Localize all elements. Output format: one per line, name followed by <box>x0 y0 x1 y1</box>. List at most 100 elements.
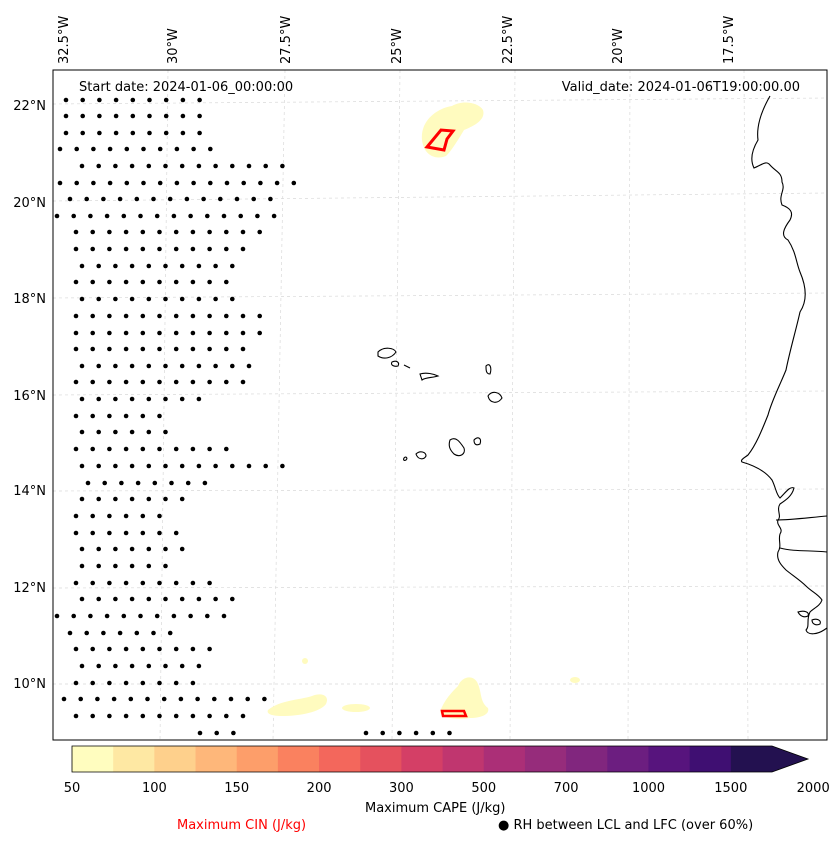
gambia-inlet <box>775 515 828 521</box>
rh-dot <box>201 196 206 202</box>
rh-dot <box>173 346 179 352</box>
rh-dot <box>140 446 146 452</box>
rh-dot <box>190 279 196 285</box>
rh-dot <box>363 730 369 736</box>
rh-dot <box>224 346 229 352</box>
rh-dot <box>73 313 79 319</box>
rh-dot <box>123 246 129 252</box>
rh-dot <box>123 580 129 586</box>
rh-dot <box>129 263 135 269</box>
rh-dot <box>188 613 193 619</box>
africa-coastline <box>740 95 828 635</box>
rh-dot <box>173 313 179 319</box>
rh-dot <box>96 496 101 502</box>
rh-dot <box>207 330 212 336</box>
rh-dot <box>196 163 202 169</box>
rh-dot <box>129 663 135 669</box>
rh-dot <box>73 646 79 652</box>
rh-dot <box>218 196 223 202</box>
rh-dot <box>380 730 386 736</box>
rh-dot <box>262 696 267 702</box>
rh-dot <box>121 613 127 619</box>
rh-dot <box>113 396 118 402</box>
rh-dot <box>123 313 129 319</box>
gridlines <box>52 69 828 741</box>
rh-dot <box>179 463 185 469</box>
colorbar-segment <box>648 746 691 772</box>
rh-dot <box>90 580 95 586</box>
rh-dot <box>167 630 173 636</box>
rh-dot <box>171 613 177 619</box>
rh-dot <box>197 113 202 119</box>
rh-dot <box>224 279 229 285</box>
rh-dot <box>85 480 91 486</box>
rh-dot <box>207 713 212 719</box>
colorbar-segment <box>236 746 279 772</box>
rh-dot <box>169 480 174 486</box>
rh-dot <box>146 563 152 569</box>
rh-dot <box>138 213 143 219</box>
rh-dot <box>73 229 79 235</box>
rh-dot <box>107 313 112 319</box>
rh-dot <box>212 696 217 702</box>
longitude-label: 32.5°W <box>57 16 72 64</box>
rh-dot <box>157 580 162 586</box>
rh-dot <box>141 146 146 152</box>
rh-dot <box>224 229 229 235</box>
rh-dot <box>123 379 129 385</box>
rh-dot <box>188 213 193 219</box>
rh-dot <box>224 713 229 719</box>
rh-dot <box>246 163 252 169</box>
rh-dot <box>230 363 235 369</box>
rh-dot <box>84 630 89 636</box>
rh-dot <box>179 163 185 169</box>
rh-dot <box>191 180 196 186</box>
rh-dot <box>154 613 160 619</box>
rh-dot <box>185 480 191 486</box>
rh-dot <box>79 563 85 569</box>
rh-dot <box>140 646 146 652</box>
rh-dot <box>157 413 162 419</box>
island-santo-antao <box>377 347 397 359</box>
rh-dot <box>107 413 112 419</box>
rh-dot <box>140 330 146 336</box>
rh-dot <box>141 180 146 186</box>
rh-dot <box>224 246 229 252</box>
rh-dot <box>173 530 179 536</box>
rh-dot <box>107 680 112 686</box>
rh-dot <box>113 263 118 269</box>
rh-dot <box>230 163 235 169</box>
rh-dot <box>63 130 69 136</box>
cape-patch-southwest <box>267 694 328 716</box>
rh-dot <box>157 646 162 652</box>
rh-dot <box>163 263 168 269</box>
rh-dot <box>90 246 95 252</box>
rh-dot <box>221 613 227 619</box>
rh-dot <box>113 463 118 469</box>
rh-dot <box>280 463 285 469</box>
rh-dot <box>102 480 107 486</box>
rh-dot <box>95 696 100 702</box>
rh-dot <box>173 680 179 686</box>
rh-dot <box>123 229 129 235</box>
rh-dot <box>129 496 135 502</box>
rh-dot <box>196 396 202 402</box>
rh-dot <box>90 713 95 719</box>
rh-dot <box>191 146 196 152</box>
rh-dot <box>90 379 95 385</box>
colorbar-segment <box>607 746 649 772</box>
rh-dot <box>107 513 112 519</box>
rh-dot <box>73 680 79 686</box>
rh-dot <box>96 546 101 552</box>
colorbar-segment <box>72 746 114 772</box>
rh-dot <box>130 130 136 136</box>
rh-dot <box>157 229 162 235</box>
rh-dot <box>79 496 85 502</box>
rh-dot <box>146 263 152 269</box>
rh-dot <box>61 696 67 702</box>
rh-dot <box>54 613 60 619</box>
rh-dot <box>79 263 85 269</box>
rh-legend-label: RH between LCL and LFC (over 60%) <box>513 818 754 833</box>
rh-dot <box>179 296 185 302</box>
rh-dot <box>123 446 129 452</box>
